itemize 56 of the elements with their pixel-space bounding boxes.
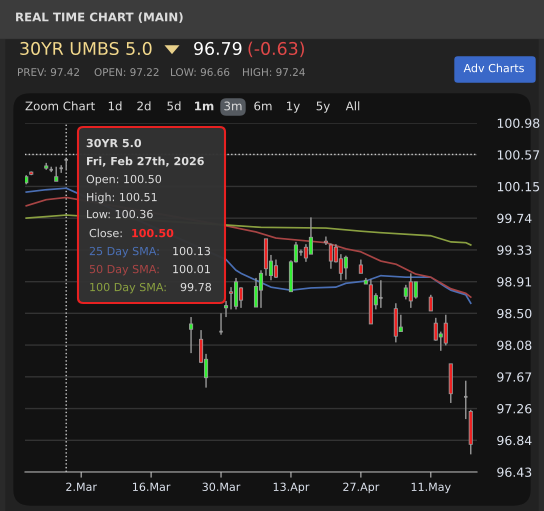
- candlestick: [428, 294, 433, 312]
- annotation: Low: 100.36: [87, 210, 153, 218]
- text: HIGH: 97.24: [243, 68, 305, 76]
- annotation: Open: 100.50: [86, 174, 162, 186]
- y-tick-label: 97.26: [497, 404, 532, 414]
- x-tick-label: 11.May: [412, 482, 451, 494]
- text: 6m: [254, 101, 272, 110]
- text: 1d: [108, 101, 122, 110]
- annotation: Fri, Feb 27th, 2026: [87, 156, 204, 167]
- y-tick-label: 98.08: [497, 340, 532, 350]
- annotation: High: 100.51: [87, 192, 157, 204]
- x-tick-label: 30.Mar: [202, 482, 240, 492]
- x-tick-label: 27.Apr: [343, 482, 380, 494]
- candlestick: [189, 316, 194, 354]
- text: PREV: 97.42: [18, 68, 79, 76]
- x-tick-label: 2.Mar: [66, 482, 97, 492]
- text: 2d: [137, 101, 150, 110]
- annotation: 100.13: [173, 246, 210, 256]
- annotation: 30YR 5.0: [86, 138, 142, 148]
- y-tick-label: 98.50: [497, 308, 532, 318]
- text: LOW: 96.66: [171, 68, 230, 76]
- text: 3m: [224, 101, 242, 110]
- candlestick: [224, 300, 228, 318]
- y-tick-label: 98.91: [497, 277, 532, 287]
- text: Adv Charts: [464, 64, 524, 72]
- annotation: 50 Day SMA:: [90, 264, 159, 276]
- text: Zoom Chart: [26, 101, 95, 110]
- y-tick-label: 96.84: [497, 436, 532, 446]
- candlestick: [54, 166, 58, 182]
- y-tick-label: 100.98: [498, 118, 540, 128]
- y-tick-label: 97.67: [497, 372, 532, 382]
- annotation: 25 Day SMA:: [90, 246, 159, 258]
- y-tick-label: 96.43: [497, 467, 532, 477]
- text: 96.79: [194, 42, 242, 56]
- text: All: [346, 101, 360, 110]
- annotation: 100.01: [173, 264, 210, 274]
- text: 5d: [167, 101, 180, 110]
- text: OPEN: 97.22: [94, 68, 158, 76]
- x-tick-label: 16.Mar: [133, 482, 170, 492]
- candlestick: [25, 174, 28, 186]
- candlestick: [358, 258, 363, 274]
- annotation: 100 Day SMA:: [90, 282, 166, 294]
- text: (-0.63): [248, 42, 304, 58]
- annotation: 100.50: [132, 228, 174, 238]
- chart-subtitle: 30YR UMBS 5.0: [20, 42, 152, 56]
- y-tick-label: 100.57: [498, 150, 540, 160]
- y-tick-label: 99.33: [497, 245, 532, 255]
- x-tick-label: 13.Apr: [274, 482, 310, 494]
- text: 5y: [316, 102, 330, 113]
- chart-title: REAL TIME CHART (MAIN): [16, 12, 183, 23]
- text: 1m: [195, 102, 214, 110]
- text: 1y: [287, 102, 300, 113]
- y-tick-label: 100.15: [498, 182, 540, 192]
- y-tick-label: 99.74: [497, 214, 532, 224]
- annotation: 99.78: [180, 282, 212, 292]
- annotation: Close:: [90, 228, 122, 238]
